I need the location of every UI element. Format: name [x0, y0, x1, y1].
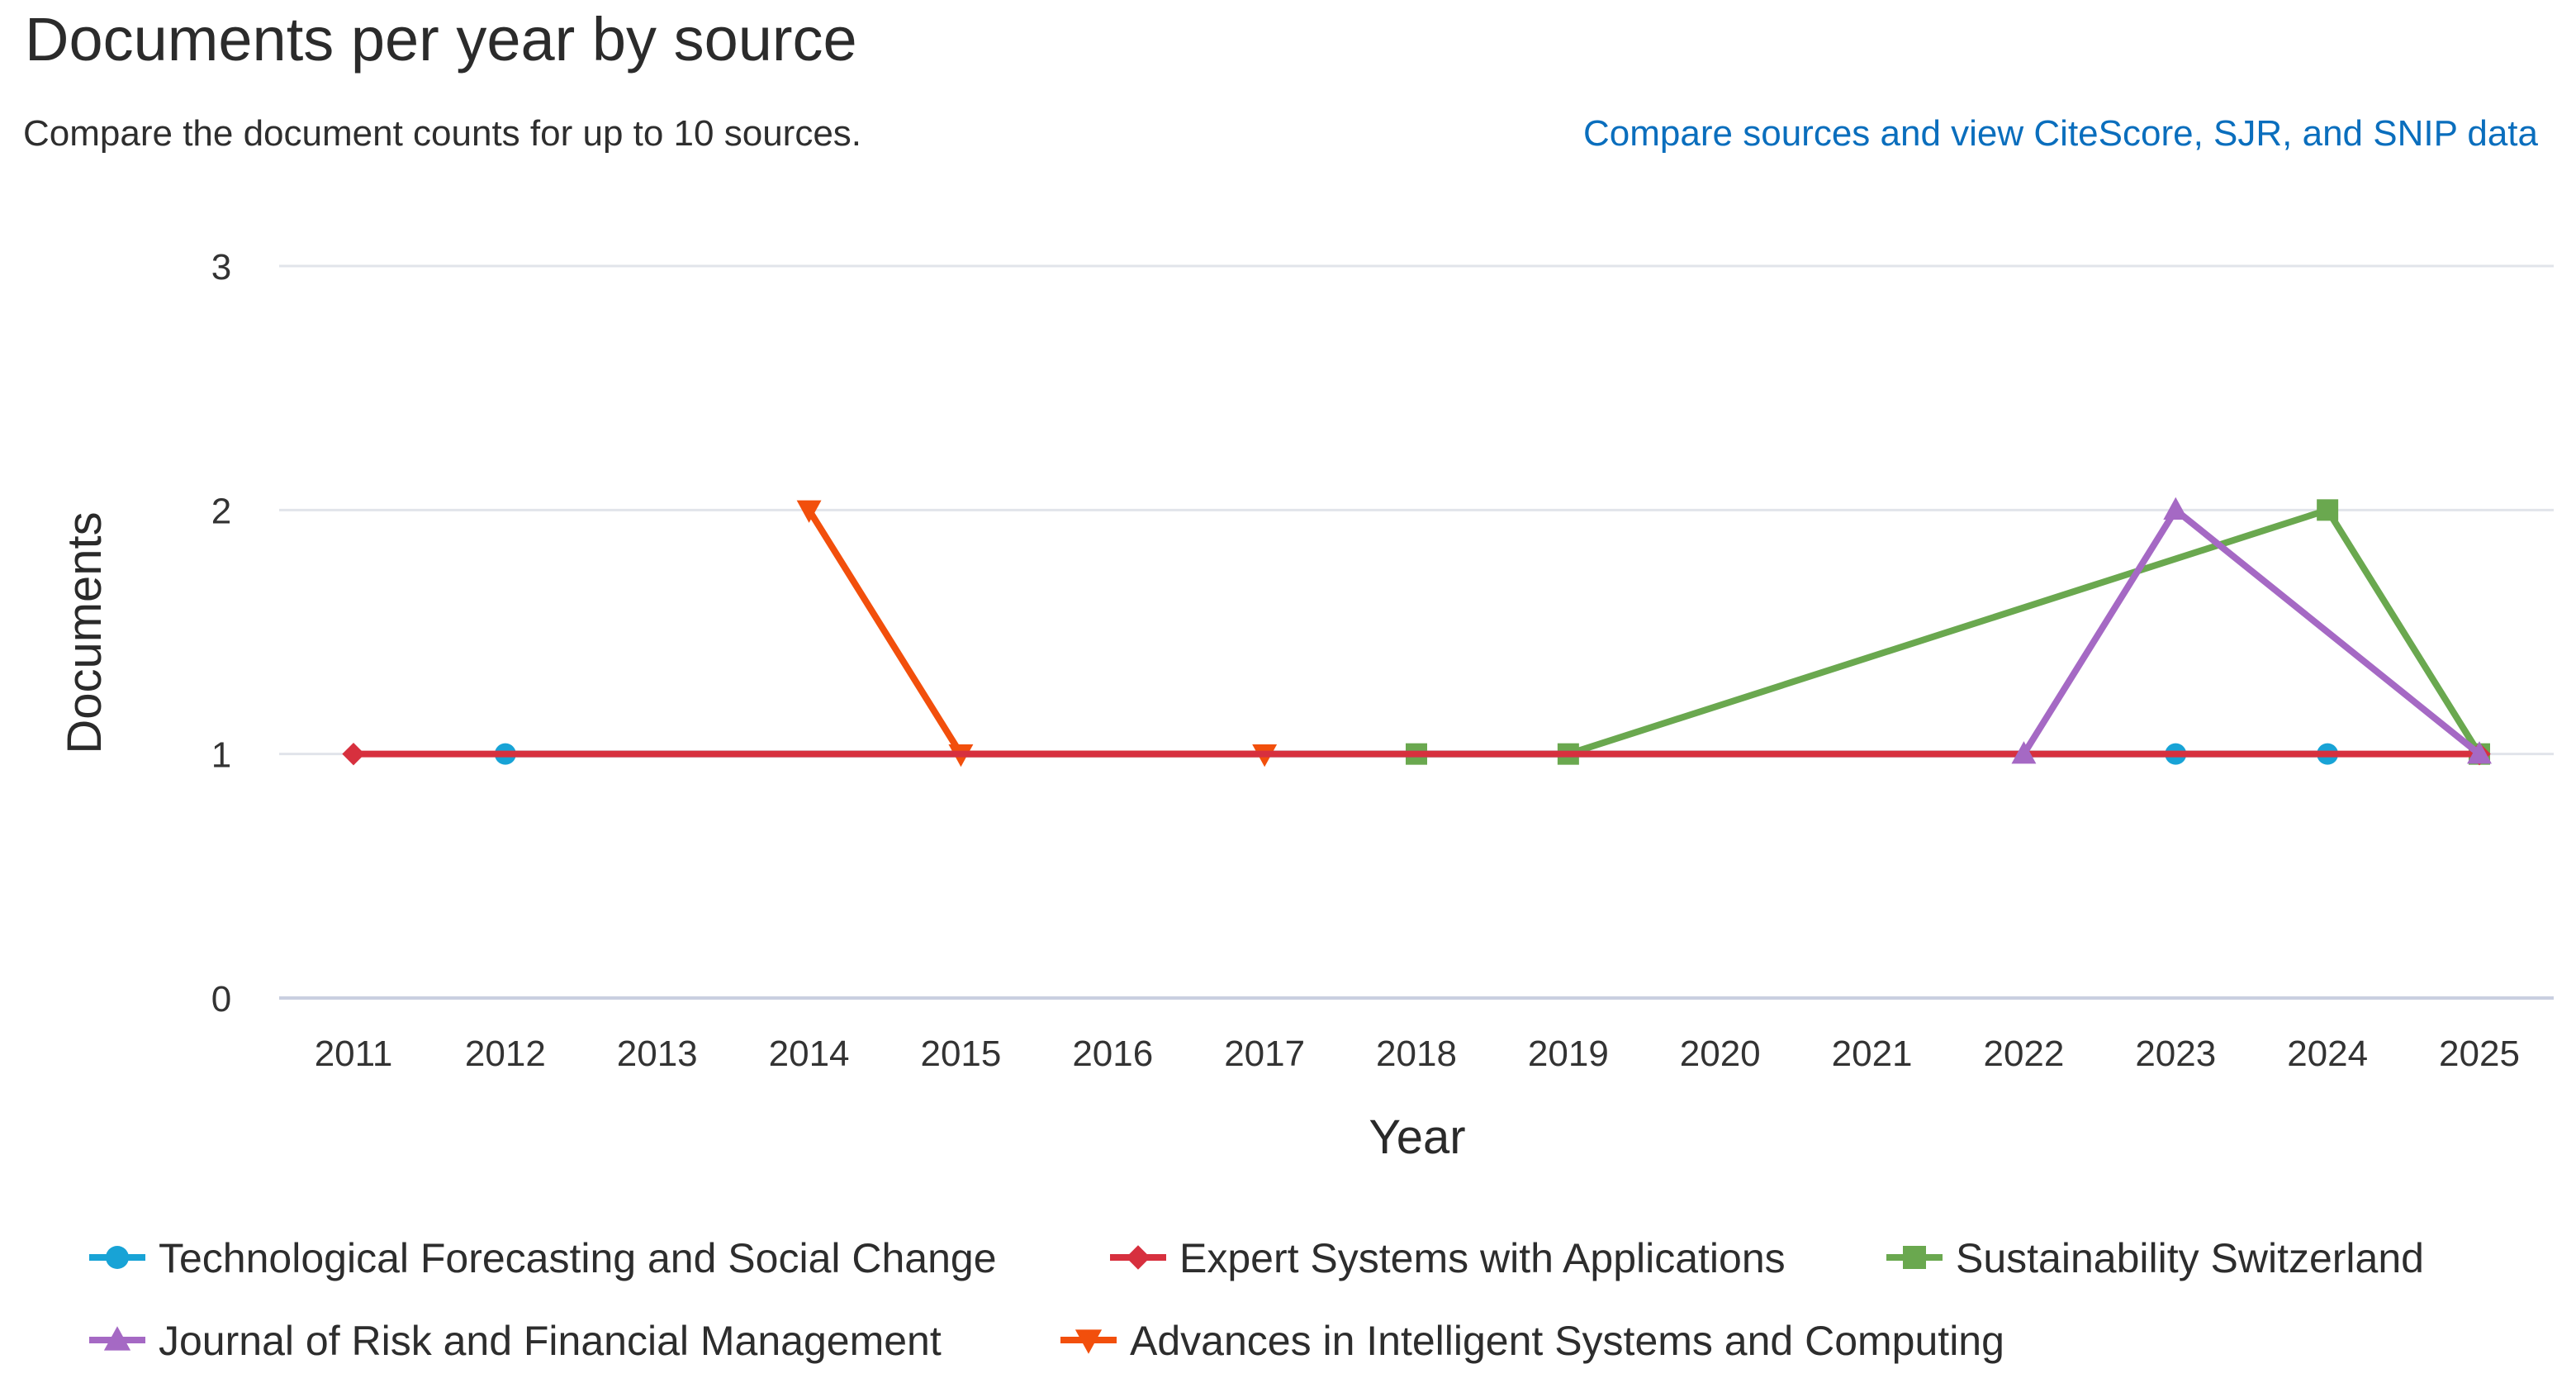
data-point	[2467, 741, 2492, 764]
legend-item[interactable]: Advances in Intelligent Systems and Comp…	[1060, 1318, 2004, 1364]
compare-sources-link[interactable]: Compare sources and view CiteScore, SJR,…	[1583, 113, 2538, 154]
series-line	[805, 506, 1269, 758]
legend-label: Sustainability Switzerland	[1956, 1235, 2424, 1281]
chart-gridlines	[279, 264, 2554, 1000]
x-tick-label: 2017	[1224, 1034, 1305, 1074]
legend-item[interactable]: Journal of Risk and Financial Management	[89, 1318, 942, 1364]
legend-marker	[1075, 1329, 1103, 1354]
x-tick-label: 2023	[2135, 1034, 2216, 1074]
legend-item[interactable]: Technological Forecasting and Social Cha…	[89, 1235, 997, 1281]
legend-marker	[106, 1246, 129, 1269]
y-tick-label: 3	[211, 247, 231, 288]
x-axis-ticks: 2011 2012 2013 2014 2015 2016 2017 2018 2019 2020…	[315, 1034, 2520, 1074]
series-line	[2020, 506, 2483, 758]
x-tick-label: 2013	[617, 1034, 698, 1074]
chart-series	[342, 497, 2492, 768]
x-tick-label: 2025	[2439, 1034, 2520, 1074]
y-tick-label: 1	[211, 735, 231, 776]
x-tick-label: 2022	[1983, 1034, 2064, 1074]
y-axis-title: Documents	[58, 511, 111, 753]
chart-subtitle: Compare the document counts for up to 10…	[23, 113, 862, 154]
data-point	[2317, 499, 2339, 521]
chart-legend: Technological Forecasting and Social Cha…	[89, 1235, 2424, 1364]
y-tick-label: 2	[211, 491, 231, 531]
x-tick-label: 2012	[465, 1034, 546, 1074]
y-tick-label: 0	[211, 979, 231, 1019]
data-point	[2163, 497, 2189, 520]
data-point	[796, 500, 822, 523]
x-tick-label: 2014	[769, 1034, 850, 1074]
page-title: Documents per year by source	[25, 5, 857, 74]
legend-marker	[1903, 1246, 1926, 1269]
legend-item[interactable]: Expert Systems with Applications	[1110, 1235, 1786, 1281]
legend-label: Advances in Intelligent Systems and Comp…	[1130, 1318, 2004, 1364]
series-4	[796, 500, 1278, 768]
legend-marker	[103, 1326, 131, 1351]
series-3	[2011, 497, 2492, 764]
legend-label: Expert Systems with Applications	[1179, 1235, 1786, 1281]
legend-label: Technological Forecasting and Social Cha…	[159, 1235, 997, 1281]
x-tick-label: 2016	[1072, 1034, 1153, 1074]
y-axis-ticks: 0 1 2 3	[211, 247, 231, 1019]
data-point	[342, 743, 365, 766]
legend-label: Journal of Risk and Financial Management	[159, 1318, 942, 1364]
x-tick-label: 2011	[315, 1034, 393, 1074]
x-tick-label: 2015	[920, 1034, 1001, 1074]
x-axis-title: Year	[1369, 1110, 1465, 1164]
legend-marker	[1126, 1245, 1150, 1270]
x-tick-label: 2020	[1680, 1034, 1761, 1074]
x-tick-label: 2018	[1376, 1034, 1457, 1074]
series-line	[1413, 506, 2483, 758]
data-point	[2011, 741, 2037, 764]
x-tick-label: 2021	[1832, 1034, 1913, 1074]
legend-item[interactable]: Sustainability Switzerland	[1886, 1235, 2424, 1281]
x-tick-label: 2019	[1528, 1034, 1609, 1074]
x-tick-label: 2024	[2287, 1034, 2368, 1074]
